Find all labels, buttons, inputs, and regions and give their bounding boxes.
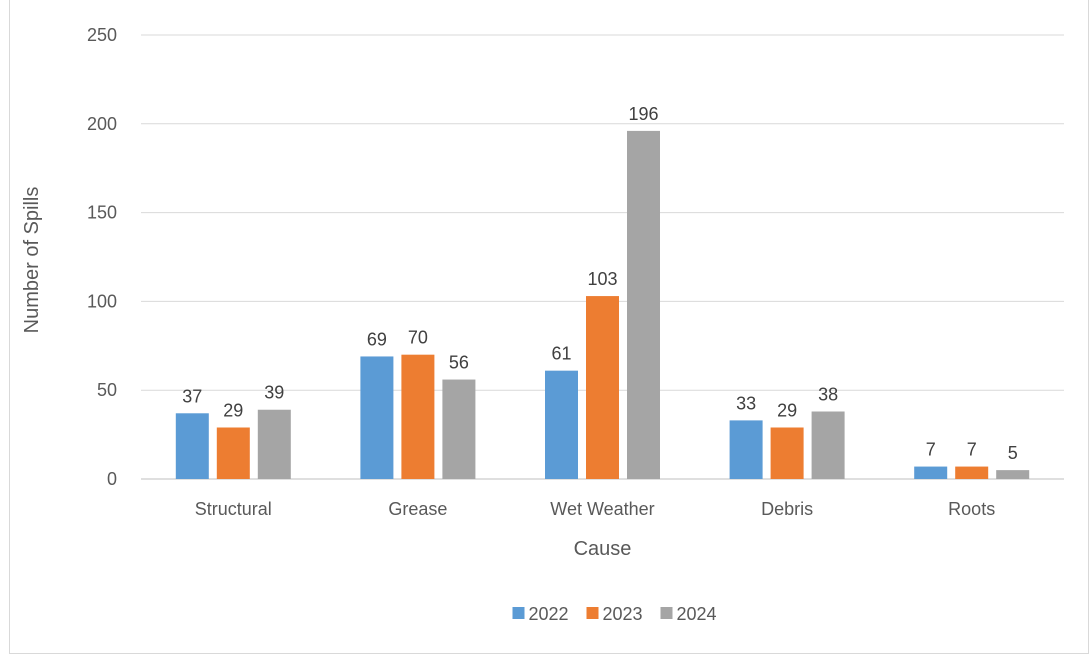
- chart-frame: [9, 0, 1089, 654]
- y-tick-label: 250: [87, 25, 117, 45]
- data-label: 7: [926, 440, 936, 460]
- y-tick-label: 0: [107, 469, 117, 489]
- bar-2024-grease: [442, 379, 476, 479]
- data-label: 61: [551, 344, 571, 364]
- data-label: 29: [777, 400, 797, 420]
- bar-2023-debris: [770, 427, 804, 479]
- y-axis-ticks: 0 50 100 150 200 250: [87, 25, 117, 489]
- bar-2022-grease: [360, 356, 394, 479]
- data-label: 5: [1008, 443, 1018, 463]
- data-label: 56: [449, 353, 469, 373]
- y-tick-label: 100: [87, 291, 117, 311]
- bar-2023-roots: [955, 466, 989, 479]
- x-tick-label: Wet Weather: [550, 499, 654, 519]
- data-label: 70: [408, 328, 428, 348]
- legend-swatch: [660, 607, 673, 619]
- bar-2023-structural: [216, 427, 250, 479]
- data-label: 196: [628, 104, 658, 124]
- bars: [175, 130, 1030, 480]
- bar-2023-wet-weather: [586, 296, 619, 479]
- x-tick-label: Grease: [388, 499, 447, 519]
- x-axis-title: Cause: [574, 538, 632, 560]
- legend-label: 2022: [529, 604, 569, 624]
- y-tick-label: 150: [87, 203, 117, 223]
- data-label: 69: [367, 329, 387, 349]
- x-tick-label: Roots: [948, 499, 995, 519]
- bar-2023-grease: [401, 354, 435, 479]
- data-label: 39: [264, 383, 284, 403]
- x-tick-label: Structural: [195, 499, 272, 519]
- data-labels: 37 29 39 69 70 56 61 103 196 33 29 38 7 7 5: [182, 104, 1017, 463]
- bar-2022-structural: [175, 413, 209, 479]
- data-label: 7: [967, 440, 977, 460]
- data-label: 38: [818, 385, 838, 405]
- data-label: 37: [182, 386, 202, 406]
- legend-label: 2023: [603, 604, 643, 624]
- bar-2024-wet-weather: [627, 130, 660, 480]
- bar-2022-wet-weather: [545, 370, 578, 479]
- legend: 2022 2023 2024: [512, 604, 717, 624]
- y-axis-title: Number of Spills: [21, 187, 43, 334]
- bar-2022-debris: [729, 420, 763, 479]
- bar-2024-roots: [996, 470, 1030, 479]
- data-label: 103: [587, 269, 617, 289]
- data-label: 33: [736, 393, 756, 413]
- x-tick-label: Debris: [761, 499, 813, 519]
- legend-swatch: [586, 607, 599, 619]
- bar-2024-debris: [811, 411, 845, 479]
- x-axis-ticks: Structural Grease Wet Weather Debris Roots: [195, 499, 995, 519]
- legend-label: 2024: [677, 604, 717, 624]
- y-tick-label: 200: [87, 114, 117, 134]
- legend-swatch: [512, 607, 525, 619]
- bar-2024-structural: [257, 409, 291, 479]
- bar-2022-roots: [914, 466, 948, 479]
- y-tick-label: 50: [97, 380, 117, 400]
- data-label: 29: [223, 400, 243, 420]
